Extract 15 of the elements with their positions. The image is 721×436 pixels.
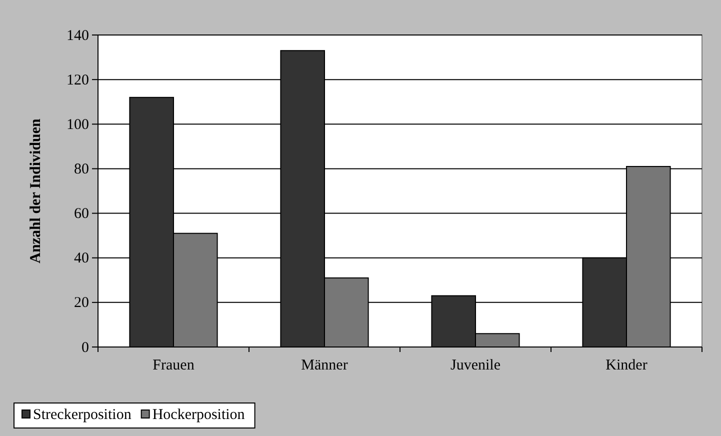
y-tick-label: 80 [74,162,89,178]
y-axis-title: Anzahl der Individuen [28,118,44,264]
x-tick-label: Juvenile [450,358,501,374]
y-tick-label: 0 [82,340,89,356]
y-tick-label: 40 [74,250,89,267]
legend-label: Streckerposition [33,407,132,423]
y-tick-label: 60 [74,206,89,222]
y-tick-label: 140 [66,28,89,44]
x-tick-label: Kinder [606,358,648,374]
x-tick-label: Männer [301,358,348,374]
y-tick-label: 120 [66,72,89,88]
legend-label: Hockerposition [152,407,246,423]
y-tick-label: 100 [66,116,89,133]
x-tick-label: Frauen [152,358,195,374]
y-tick-label: 20 [74,295,89,312]
